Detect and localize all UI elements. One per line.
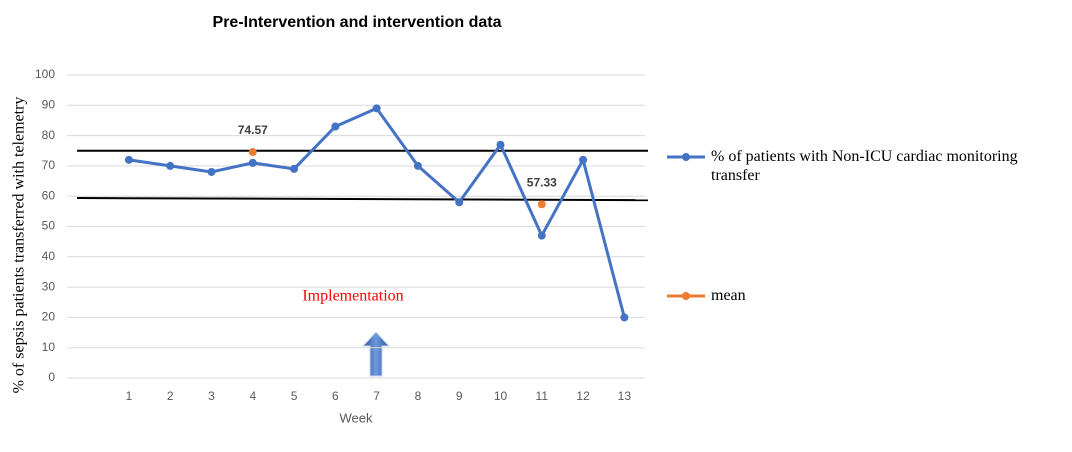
x-axis-label: Week — [340, 410, 373, 425]
y-axis-label: % of sepsis patients transferred with te… — [11, 97, 28, 394]
chart-title: Pre-Intervention and intervention data — [213, 14, 502, 31]
x-tick-label: 11 — [536, 389, 549, 403]
x-tick-label: 8 — [415, 389, 422, 403]
y-tick-label: 80 — [42, 128, 56, 142]
x-tick-label: 7 — [373, 389, 380, 403]
y-tick-label: 60 — [42, 188, 56, 202]
point — [496, 140, 505, 149]
point — [248, 148, 257, 157]
point — [537, 231, 546, 240]
y-tick-label: 30 — [42, 279, 56, 293]
point — [124, 155, 133, 164]
x-tick-label: 10 — [494, 389, 508, 403]
point — [455, 198, 464, 207]
y-tick-label: 40 — [42, 249, 56, 263]
x-tick-label: 9 — [456, 389, 463, 403]
data-label: 57.33 — [527, 175, 557, 189]
y-tick-label: 70 — [42, 158, 56, 172]
legend-marker — [682, 292, 690, 300]
y-tick-label: 100 — [35, 67, 55, 81]
point — [248, 158, 257, 167]
series-line — [128, 106, 626, 318]
point — [537, 200, 546, 209]
x-tick-label: 3 — [208, 389, 215, 403]
x-tick-label: 5 — [291, 389, 298, 403]
point — [331, 122, 340, 131]
x-tick-label: 13 — [618, 389, 632, 403]
reference-line — [76, 197, 649, 202]
y-tick-label: 0 — [48, 370, 55, 384]
point — [620, 313, 629, 322]
x-tick-label: 4 — [249, 389, 256, 403]
legend-label: % of patients with Non-ICU cardiac monit… — [711, 148, 1018, 184]
y-tick-label: 90 — [42, 97, 56, 111]
point — [166, 161, 175, 170]
x-tick-label: 12 — [576, 389, 590, 403]
implementation-arrow — [361, 331, 391, 377]
point — [413, 161, 422, 170]
point — [579, 155, 588, 164]
point — [372, 104, 381, 113]
x-tick-label: 2 — [167, 389, 174, 403]
y-tick-label: 20 — [42, 310, 56, 324]
legend-label: mean — [711, 287, 746, 304]
point — [207, 167, 216, 176]
data-label: 74.57 — [238, 123, 268, 137]
point — [290, 164, 299, 173]
y-tick-label: 50 — [42, 219, 56, 233]
x-tick-label: 6 — [332, 389, 339, 403]
annotation: Implementation — [302, 288, 403, 305]
y-tick-label: 10 — [42, 340, 56, 354]
legend-marker — [682, 153, 690, 161]
x-tick-label: 1 — [126, 389, 133, 403]
